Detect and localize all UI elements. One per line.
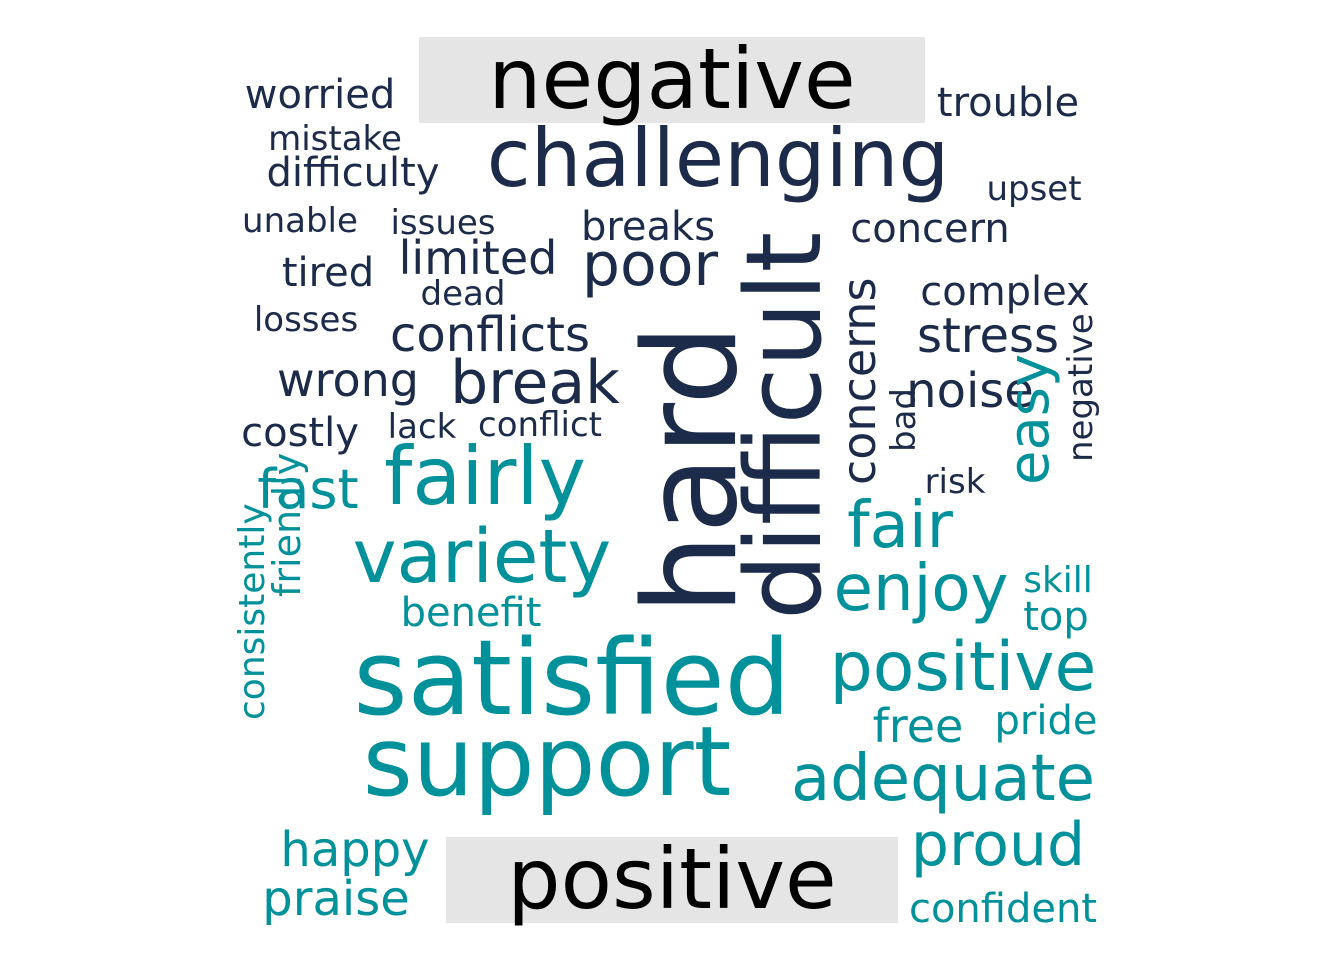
words-positive: satisfiedsupportfairlyvarietypositiveenj… — [232, 354, 1097, 932]
word-negative-concern: concern — [850, 206, 1010, 252]
word-positive-fast: fast — [257, 458, 358, 521]
word-positive-friendly: friendly — [265, 453, 309, 597]
word-negative-hard: hard — [617, 324, 766, 615]
word-positive-free: free — [873, 699, 964, 753]
word-negative-upset: upset — [986, 169, 1081, 209]
word-positive-fairly: fairly — [384, 430, 586, 523]
word-negative-poor: poor — [582, 230, 719, 300]
word-positive-support: support — [363, 706, 732, 818]
word-negative-conflicts: conflicts — [390, 307, 590, 363]
word-negative-issues: issues — [390, 203, 495, 243]
word-positive-enjoy: enjoy — [834, 552, 1009, 626]
word-negative-wrong: wrong — [277, 353, 419, 407]
word-positive-proud: proud — [911, 810, 1085, 880]
word-negative-costly: costly — [241, 410, 359, 456]
word-negative-complex: complex — [920, 269, 1090, 315]
word-negative-difficulty: difficulty — [267, 150, 440, 196]
word-positive-satisfied: satisfied — [353, 617, 790, 739]
panel-label-box-positive — [446, 837, 898, 923]
word-positive-happy: happy — [280, 822, 429, 878]
word-negative-negative: negative — [1061, 313, 1101, 462]
word-positive-easy: easy — [997, 354, 1062, 485]
word-negative-lack: lack — [388, 407, 457, 447]
word-negative-tired: tired — [282, 250, 374, 296]
word-negative-concerns: concerns — [832, 278, 886, 485]
word-negative-dead: dead — [421, 274, 506, 314]
word-positive-adequate: adequate — [791, 742, 1095, 816]
panel-negative: negative harddifficultchallengingpoorbre… — [241, 30, 1101, 620]
word-negative-limited: limited — [399, 231, 558, 285]
word-positive-positive: positive — [830, 628, 1097, 707]
word-negative-losses: losses — [254, 300, 358, 340]
word-positive-fair: fair — [847, 489, 954, 563]
word-positive-pride: pride — [995, 698, 1098, 744]
word-negative-conflict: conflict — [478, 405, 602, 445]
word-negative-noise: noise — [906, 363, 1034, 419]
word-negative-breaks: breaks — [581, 204, 715, 250]
word-negative-bad: bad — [884, 388, 924, 452]
word-positive-praise: praise — [262, 871, 410, 927]
word-positive-variety: variety — [353, 514, 611, 600]
word-negative-unable: unable — [242, 201, 358, 241]
word-positive-consistently: consistently — [232, 503, 273, 720]
word-positive-confident: confident — [909, 886, 1097, 932]
word-negative-challenging: challenging — [487, 112, 950, 205]
word-positive-top: top — [1023, 594, 1089, 640]
word-positive-skill: skill — [1023, 560, 1093, 601]
word-negative-trouble: trouble — [937, 80, 1079, 126]
word-negative-difficult: difficult — [723, 232, 845, 620]
word-positive-benefit: benefit — [401, 590, 542, 636]
word-negative-risk: risk — [925, 462, 986, 502]
panel-label-box-negative — [419, 37, 925, 123]
word-negative-mistake: mistake — [268, 119, 402, 159]
panel-label-positive: positive — [507, 830, 836, 928]
word-negative-worried: worried — [245, 72, 396, 118]
panel-label-negative: negative — [488, 30, 855, 128]
word-negative-break: break — [450, 348, 620, 418]
word-negative-stress: stress — [917, 308, 1059, 364]
